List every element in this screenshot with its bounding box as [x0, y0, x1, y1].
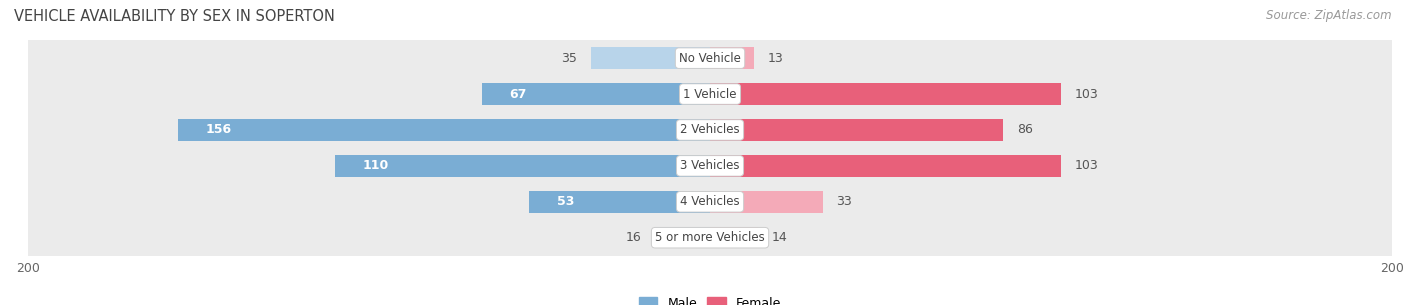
Text: 156: 156 [205, 124, 232, 136]
Bar [28, 184, 1392, 220]
Bar [655, 227, 710, 249]
Bar [710, 191, 823, 213]
Text: 5 or more Vehicles: 5 or more Vehicles [655, 231, 765, 244]
Text: 103: 103 [1074, 160, 1098, 172]
Bar [28, 112, 1392, 148]
Bar [335, 155, 710, 177]
Bar [710, 119, 1004, 141]
Legend: Male, Female: Male, Female [634, 292, 786, 305]
Text: 33: 33 [837, 195, 852, 208]
Bar [710, 47, 755, 69]
Text: 1 Vehicle: 1 Vehicle [683, 88, 737, 101]
Text: 13: 13 [768, 52, 783, 65]
Text: VEHICLE AVAILABILITY BY SEX IN SOPERTON: VEHICLE AVAILABILITY BY SEX IN SOPERTON [14, 9, 335, 24]
Bar [179, 119, 710, 141]
Bar [28, 76, 1392, 112]
Text: 2 Vehicles: 2 Vehicles [681, 124, 740, 136]
Text: 3 Vehicles: 3 Vehicles [681, 160, 740, 172]
Text: 110: 110 [363, 160, 388, 172]
Bar [710, 155, 1062, 177]
Bar [710, 83, 1062, 105]
Bar [529, 191, 710, 213]
Text: 4 Vehicles: 4 Vehicles [681, 195, 740, 208]
Bar [710, 227, 758, 249]
Bar [482, 83, 710, 105]
Text: 35: 35 [561, 52, 576, 65]
Bar [28, 40, 1392, 76]
Text: 67: 67 [509, 88, 526, 101]
Bar [28, 220, 1392, 256]
Text: 16: 16 [626, 231, 643, 244]
Text: 14: 14 [772, 231, 787, 244]
Bar [28, 148, 1392, 184]
Text: 86: 86 [1017, 124, 1033, 136]
Text: 53: 53 [557, 195, 574, 208]
Text: Source: ZipAtlas.com: Source: ZipAtlas.com [1267, 9, 1392, 22]
Bar [591, 47, 710, 69]
Text: 103: 103 [1074, 88, 1098, 101]
Text: No Vehicle: No Vehicle [679, 52, 741, 65]
